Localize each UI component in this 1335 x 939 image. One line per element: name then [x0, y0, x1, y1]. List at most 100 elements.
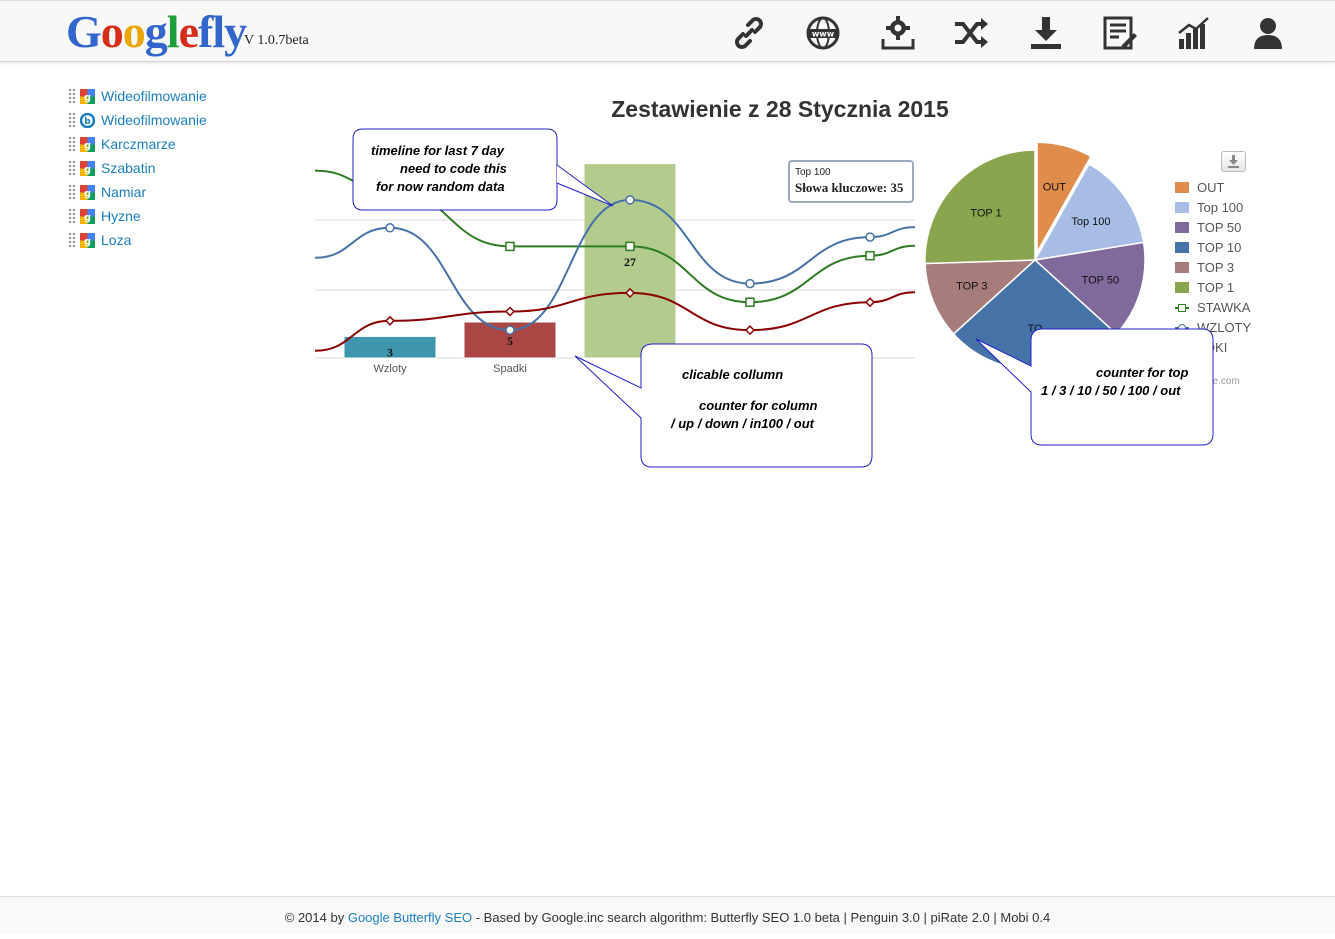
line-point-marker[interactable]	[505, 325, 515, 335]
line-point-marker[interactable]	[384, 315, 396, 326]
svg-text:g: g	[84, 188, 91, 199]
sidebar-item[interactable]: b Wideofilmowanie	[68, 108, 207, 132]
sidebar-item-label: Szabatin	[101, 160, 156, 176]
series-line	[314, 198, 916, 332]
legend-label: TOP 10	[1197, 239, 1242, 255]
sidebar-item[interactable]: g Karczmarze	[68, 132, 207, 156]
sidebar-item[interactable]: g Szabatin	[68, 156, 207, 180]
line-point-marker[interactable]	[865, 232, 875, 242]
legend-item[interactable]: Top 100	[1175, 197, 1251, 217]
legend-item[interactable]: TOP 1	[1175, 277, 1251, 297]
pie-slice[interactable]	[924, 259, 1038, 336]
gear-icon[interactable]	[880, 15, 916, 51]
sidebar-item-label: Wideofilmowanie	[101, 112, 207, 128]
legend-item[interactable]: TOP 3	[1175, 257, 1251, 277]
download-icon[interactable]	[1028, 15, 1064, 51]
legend-swatch	[1175, 281, 1189, 293]
callout-timeline-pointer	[556, 164, 614, 207]
footer: © 2014 by Google Butterfly SEO - Based b…	[0, 896, 1335, 934]
chart-tooltip: Top 100 Słowa kluczowe: 35	[788, 160, 914, 203]
line-point-marker[interactable]	[505, 241, 515, 252]
line-point-marker[interactable]	[865, 250, 875, 261]
callout-column-line3: / up / down / in100 / out	[671, 416, 814, 431]
line-point-marker[interactable]	[744, 325, 756, 336]
svg-text:g: g	[84, 140, 91, 151]
logo-text: Googlefly	[66, 6, 247, 57]
drag-handle-icon[interactable]	[68, 232, 76, 248]
footer-prefix: © 2014 by	[284, 910, 348, 925]
callout-column-line1: clicable collumn	[682, 367, 784, 382]
sidebar-item-label: Hyzne	[101, 208, 141, 224]
bing-icon: b	[79, 112, 96, 128]
download-icon	[1228, 155, 1239, 168]
svg-text:g: g	[84, 212, 91, 223]
sidebar-item[interactable]: g Hyzne	[68, 204, 207, 228]
chart-credit[interactable]: ne.com	[1207, 376, 1240, 387]
sidebar-item[interactable]: g Loza	[68, 228, 207, 252]
callout-top-line1: counter for top	[1096, 365, 1189, 380]
line-point-marker[interactable]	[385, 223, 395, 233]
line-point-marker[interactable]	[745, 297, 755, 307]
pie-slice-label: TOP 3	[956, 281, 987, 293]
drag-handle-icon[interactable]	[68, 184, 76, 200]
legend-swatch	[1175, 261, 1189, 273]
bar-value-label: 27	[624, 255, 636, 269]
line-point-marker[interactable]	[504, 306, 516, 317]
legend-swatch	[1175, 241, 1189, 253]
svg-text:b: b	[84, 117, 91, 127]
google-icon: g	[80, 160, 95, 176]
svg-text:g: g	[84, 236, 91, 247]
legend-label: TOP 50	[1197, 219, 1242, 235]
bar-value-label: 3	[387, 345, 393, 359]
svg-text:g: g	[84, 92, 91, 103]
user-icon[interactable]	[1250, 15, 1286, 51]
sidebar-item[interactable]: g Wideofilmowanie	[68, 84, 207, 108]
line-point-marker[interactable]	[624, 287, 636, 298]
legend-label: TOP 3	[1197, 259, 1235, 275]
legend-item[interactable]: TOP 10	[1175, 237, 1251, 257]
drag-handle-icon[interactable]	[68, 112, 76, 128]
pie-slice[interactable]	[1036, 141, 1093, 256]
google-icon: g	[80, 88, 95, 104]
line-point-marker[interactable]	[745, 278, 755, 289]
footer-suffix: - Based by Google.inc search algorithm: …	[472, 910, 1051, 925]
drag-handle-icon[interactable]	[68, 88, 76, 104]
edit-list-icon[interactable]	[1102, 15, 1138, 51]
pie-slice-label: OUT	[1043, 181, 1067, 193]
legend-item[interactable]: STAWKA	[1175, 297, 1251, 317]
bar-chart-icon[interactable]	[1176, 15, 1212, 51]
pie-slice[interactable]	[924, 149, 1036, 265]
drag-handle-icon[interactable]	[68, 136, 76, 152]
link-icon[interactable]	[731, 15, 767, 51]
callout-timeline-line3: for now random data	[376, 179, 505, 194]
line-point-marker[interactable]	[625, 195, 635, 205]
callout-timeline-line1: timeline for last 7 day	[371, 143, 504, 158]
drag-handle-icon[interactable]	[68, 208, 76, 224]
pie-slice-label: TOP 50	[1082, 274, 1120, 286]
version-label: V 1.0.7beta	[244, 33, 309, 48]
line-point-marker[interactable]	[625, 241, 635, 252]
legend-item[interactable]: OUT	[1175, 177, 1251, 197]
globe-icon[interactable]: www	[805, 15, 841, 51]
legend-item[interactable]: TOP 50	[1175, 217, 1251, 237]
sidebar-item-label: Loza	[101, 232, 132, 248]
tooltip-value: Słowa kluczowe: 35	[795, 180, 904, 195]
drag-handle-icon[interactable]	[68, 160, 76, 176]
footer-link[interactable]: Google Butterfly SEO	[347, 910, 473, 925]
chart-bar[interactable]	[343, 335, 437, 359]
pie-slice[interactable]	[1033, 163, 1145, 261]
svg-text:g: g	[84, 164, 91, 175]
shuffle-icon[interactable]	[953, 15, 989, 51]
export-button[interactable]	[1221, 151, 1246, 172]
legend-label: WZLOTY	[1197, 319, 1252, 335]
line-point-marker[interactable]	[864, 297, 876, 308]
svg-text:www: www	[812, 30, 835, 39]
sidebar-item[interactable]: g Namiar	[68, 180, 207, 204]
legend-swatch	[1175, 221, 1189, 233]
legend-label: TOP 1	[1197, 279, 1235, 295]
callout-timeline-bubble	[352, 128, 558, 211]
callout-top-bubble	[975, 328, 1214, 446]
legend-label: Top 100	[1197, 199, 1244, 215]
logo[interactable]: Googlefly V 1.0.7beta	[66, 6, 309, 61]
